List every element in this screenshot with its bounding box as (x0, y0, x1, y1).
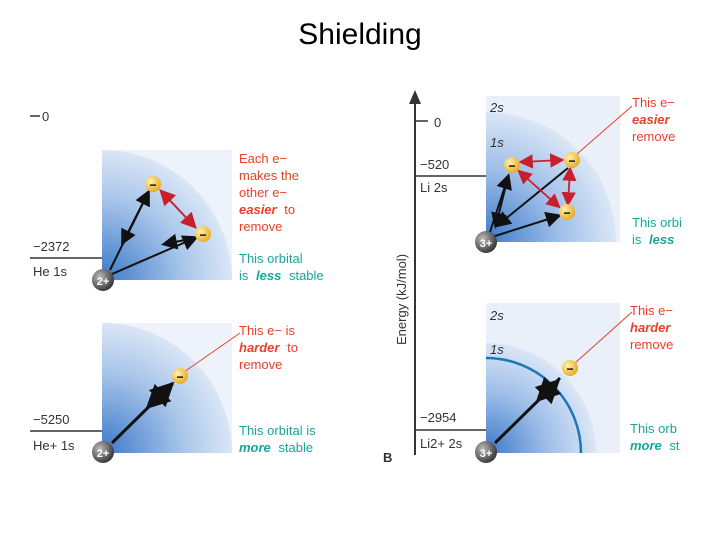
left-energy-axis: 0 (30, 109, 49, 124)
note-red: This e− is harder to remove (239, 323, 302, 372)
shell-label-2s: 2s (489, 308, 504, 323)
ionization-line (183, 332, 241, 373)
right-zero-label: 0 (434, 115, 441, 130)
electron-icon (504, 157, 520, 173)
right-panel-li-ion: 2s 1s −2954 Li2+ 2s 3+ − This e− harder … (415, 303, 681, 463)
electron-icon (562, 360, 578, 376)
electron-charge: − (149, 178, 156, 192)
electron-icon (172, 368, 188, 384)
attraction-arrow (145, 381, 175, 410)
attraction-arrow (494, 212, 562, 237)
electron-charge: − (199, 228, 206, 242)
note-red: This e− harder remove (630, 303, 677, 352)
nucleus-charge: 3+ (480, 448, 493, 460)
right-energy-axis: Energy (kJ/mol) 0 B (383, 90, 441, 465)
orbital-label: Li 2s (420, 180, 448, 195)
nucleus-charge: 2+ (97, 276, 110, 288)
shell-label-1s: 1s (490, 342, 504, 357)
energy-value: −2954 (420, 410, 457, 425)
nucleus-icon (475, 441, 497, 463)
note-red: Each e− makes the other e− easier to rem… (239, 151, 303, 234)
shell-label-1s: 1s (490, 135, 504, 150)
left-zero-label: 0 (42, 109, 49, 124)
energy-value: −520 (420, 157, 449, 172)
ionization-line (576, 105, 633, 155)
note-green: This orb more st (630, 421, 681, 453)
nucleus-charge: 2+ (97, 448, 110, 460)
energy-value: −5250 (33, 412, 70, 427)
orbital-label: He 1s (33, 264, 67, 279)
axis-arrow-icon (409, 90, 421, 104)
electron-icon (145, 176, 161, 192)
electron-charge: − (176, 370, 183, 384)
repulsion-arrow (517, 169, 561, 209)
nucleus-icon (475, 231, 497, 253)
energy-value: −2372 (33, 239, 70, 254)
electron-charge: − (563, 206, 570, 220)
nucleus-icon (92, 269, 114, 291)
electron-icon (559, 204, 575, 220)
note-green: This orbi is less (632, 215, 685, 247)
repulsion-arrow (518, 153, 565, 169)
right-panel-li: 2s 1s −520 Li 2s 3+ − − − This e− easier… (415, 95, 685, 253)
electron-charge: − (568, 154, 575, 168)
electron-icon (195, 226, 211, 242)
panel-label: B (383, 450, 392, 465)
electron-charge: − (566, 362, 573, 376)
ionization-line (574, 311, 633, 364)
attraction-arrow (161, 233, 196, 250)
attraction-arrow (535, 376, 562, 403)
nucleus-charge: 3+ (480, 238, 493, 250)
note-green: This orbital is more stable (239, 423, 319, 455)
attraction-arrow (121, 192, 149, 246)
electron-charge: − (508, 159, 515, 173)
orbital-label: He+ 1s (33, 438, 75, 453)
repulsion-arrow (159, 189, 197, 229)
attraction-arrow (111, 235, 199, 275)
electron-icon (564, 152, 580, 168)
left-panel-he-ion: −5250 He+ 1s 2+ − This e− is harder to r… (30, 323, 319, 463)
shell-label-2s: 2s (489, 100, 504, 115)
page-title: Shielding (298, 18, 422, 51)
energy-axis-label: Energy (kJ/mol) (394, 254, 409, 345)
attraction-arrow (491, 176, 509, 229)
left-panel-he: −2372 He 1s 2+ − − Each e− makes the oth… (30, 150, 324, 291)
orbital-label: Li2+ 2s (420, 436, 463, 451)
note-red: This e− easier remove (632, 95, 679, 144)
note-green: This orbital is less stable (239, 251, 324, 283)
repulsion-arrow (561, 166, 577, 207)
nucleus-icon (92, 441, 114, 463)
